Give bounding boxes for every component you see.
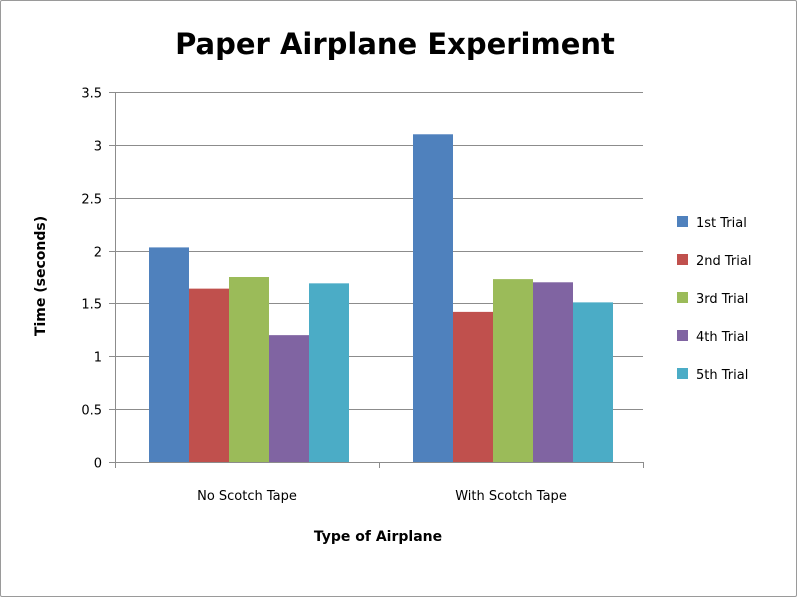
y-tick-label: 1.5	[81, 298, 102, 313]
legend-swatch	[677, 216, 688, 227]
legend-swatch	[677, 292, 688, 303]
y-tick-label: 2	[94, 246, 102, 261]
legend-swatch	[677, 368, 688, 379]
legend-label: 1st Trial	[696, 216, 747, 231]
y-tick-label: 0	[94, 457, 102, 472]
legend: 1st Trial 2nd Trial 3rd Trial 4th Trial 5th …	[677, 216, 751, 383]
y-tick-label: 0.5	[81, 404, 102, 419]
legend-label: 5th Trial	[696, 368, 748, 383]
legend-swatch	[677, 330, 688, 341]
legend-label: 3rd Trial	[696, 292, 748, 307]
y-tick-labels: 0 0.5 1 1.5 2 2.5 3 3.5	[81, 87, 102, 472]
bar	[493, 279, 533, 462]
y-axis-title: Time (seconds)	[33, 216, 49, 336]
bar	[269, 335, 309, 462]
bar	[189, 288, 229, 462]
y-tick-label: 3.5	[81, 87, 102, 102]
axes	[109, 92, 644, 468]
bar	[309, 283, 349, 462]
bar-series	[149, 134, 613, 463]
bar	[149, 247, 189, 462]
x-tick-labels: No Scotch Tape With Scotch Tape	[197, 489, 567, 504]
bar	[533, 282, 573, 462]
bar	[229, 277, 269, 462]
bar	[453, 311, 493, 462]
legend-swatch	[677, 254, 688, 265]
x-axis-title: Type of Airplane	[314, 529, 442, 545]
legend-label: 2nd Trial	[696, 254, 751, 269]
y-tick-label: 3	[94, 140, 102, 155]
y-tick-label: 1	[94, 351, 102, 366]
legend-label: 4th Trial	[696, 330, 748, 345]
bar	[413, 134, 453, 463]
chart-title: Paper Airplane Experiment	[175, 27, 615, 61]
y-tick-label: 2.5	[81, 193, 102, 208]
bar	[573, 302, 613, 462]
x-tick-label: With Scotch Tape	[455, 489, 567, 504]
x-tick-label: No Scotch Tape	[197, 489, 297, 504]
